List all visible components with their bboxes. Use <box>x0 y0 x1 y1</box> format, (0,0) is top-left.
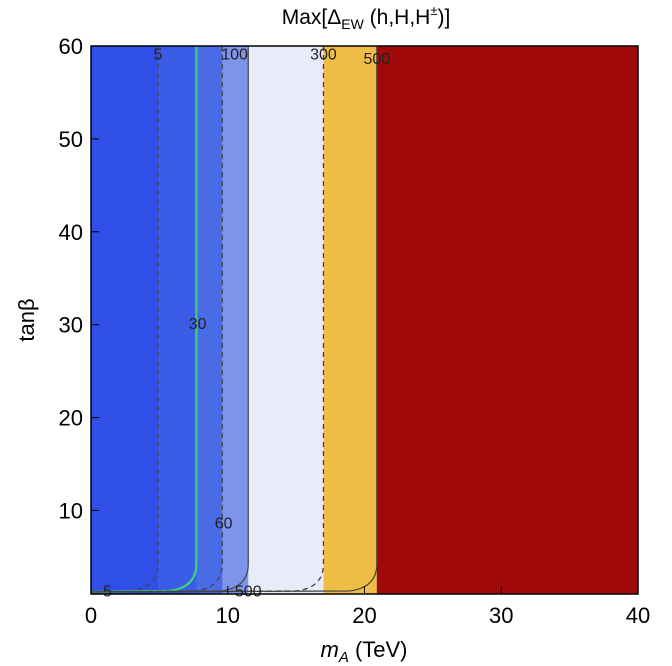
contour-regions <box>91 46 639 594</box>
contour-label-1: 100 <box>221 47 248 64</box>
x-tick-label-3: 30 <box>489 603 513 628</box>
contour-label-6: 5 <box>103 583 112 600</box>
contour-label-2: 300 <box>310 47 337 64</box>
contour-lines <box>90 46 378 594</box>
x-tick-label-0: 0 <box>85 603 97 628</box>
title-rest: (h,H,H <box>364 6 431 29</box>
contour-label-0: 5 <box>154 47 163 64</box>
region-band-4 <box>248 46 324 594</box>
x-tick-label-4: 40 <box>626 603 650 628</box>
region-band-5 <box>323 46 378 594</box>
chart-title: Max[ΔEW (h,H,H±)] <box>282 3 451 32</box>
region-band-2 <box>196 46 223 594</box>
region-band-3 <box>222 46 249 594</box>
contour-label-5: 60 <box>215 516 233 533</box>
title-superscript: ± <box>430 3 437 18</box>
y-tick-label-2: 30 <box>59 313 83 338</box>
contour-label-4: 30 <box>189 316 207 333</box>
y-tick-label-1: 20 <box>59 406 83 431</box>
x-axis-unit: (TeV) <box>349 637 408 662</box>
region-band-0 <box>91 46 159 594</box>
x-axis-subscript: A <box>338 649 349 666</box>
y-axis-title: tanβ <box>14 298 39 341</box>
y-tick-label-0: 10 <box>59 498 83 523</box>
contour-level-labels: 5 100 300 500 30 60 5 500 <box>103 47 390 601</box>
x-tick-label-1: 10 <box>216 603 240 628</box>
region-band-6 <box>376 46 639 594</box>
x-tick-label-2: 20 <box>352 603 376 628</box>
y-tick-label-4: 50 <box>59 127 83 152</box>
title-main: Max[Δ <box>282 6 342 29</box>
axis-ticks: 0 10 20 30 40 10 20 30 40 50 60 <box>59 34 651 628</box>
title-end: )] <box>437 6 450 29</box>
title-subscript: EW <box>341 16 364 32</box>
x-axis-symbol: m <box>320 637 338 662</box>
contour-label-7: 500 <box>235 583 262 600</box>
y-tick-label-5: 60 <box>59 34 83 59</box>
y-tick-label-3: 40 <box>59 220 83 245</box>
x-axis-title: mA (TeV) <box>320 637 407 666</box>
contour-label-3: 500 <box>363 51 390 68</box>
region-band-1 <box>158 46 197 594</box>
contour-line-500 <box>90 46 378 593</box>
